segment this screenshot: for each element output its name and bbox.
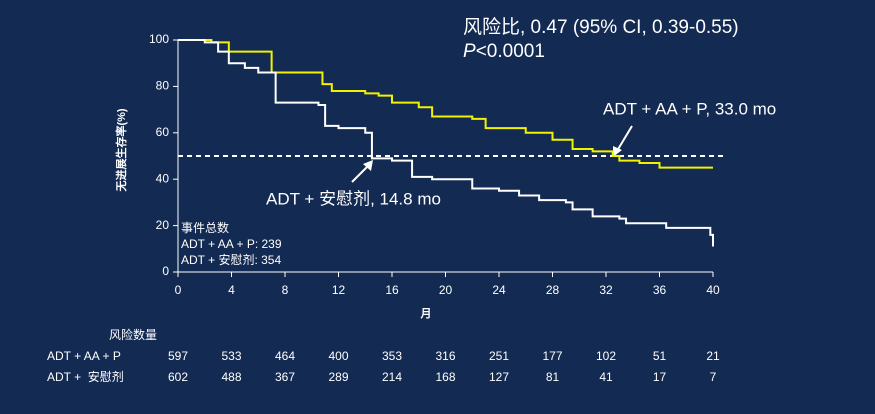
x-tick-label: 20	[439, 283, 453, 297]
risk-value: 533	[221, 349, 241, 363]
risk-row-label: ADT + 安慰剂	[47, 369, 124, 384]
risk-value: 316	[435, 349, 455, 363]
risk-value: 214	[382, 370, 402, 384]
x-tick-label: 4	[228, 283, 235, 297]
y-axis-label: 无进展生存率(%)	[114, 108, 128, 192]
risk-value: 41	[599, 370, 613, 384]
events-box-line: 事件总数	[181, 220, 229, 235]
risk-value: 488	[221, 370, 241, 384]
chart-title: 风险比, 0.47 (95% CI, 0.39-0.55)	[463, 16, 739, 38]
x-axis-label: 月	[420, 307, 432, 320]
events-box-line: ADT + AA + P: 239	[181, 237, 282, 251]
p-prefix: P	[463, 41, 476, 62]
events-box-line: ADT + 安慰剂: 354	[181, 252, 281, 267]
x-tick-label: 12	[332, 283, 346, 297]
risk-value: 464	[275, 349, 295, 363]
risk-value: 17	[653, 370, 667, 384]
risk-table-title: 风险数量	[109, 327, 157, 342]
risk-value: 21	[706, 349, 720, 363]
risk-value: 102	[596, 349, 616, 363]
x-tick-label: 24	[492, 283, 506, 297]
risk-value: 127	[489, 370, 509, 384]
x-tick-label: 36	[653, 283, 667, 297]
p-text: <0.0001	[476, 41, 545, 62]
risk-value: 367	[275, 370, 295, 384]
arrowhead	[613, 146, 622, 157]
p-value: P<0.0001	[463, 41, 545, 62]
survival-curve	[178, 39, 714, 247]
y-tick-label: 40	[156, 171, 170, 185]
survival-curve	[178, 39, 713, 169]
risk-value: 51	[653, 349, 667, 363]
arrowhead	[363, 160, 373, 171]
risk-value: 168	[435, 370, 455, 384]
x-tick-label: 28	[546, 283, 560, 297]
x-tick-label: 40	[706, 283, 720, 297]
x-tick-label: 8	[282, 283, 289, 297]
y-tick-label: 100	[149, 32, 169, 46]
risk-value: 602	[168, 370, 188, 384]
y-tick-label: 20	[156, 218, 170, 232]
y-tick-label: 0	[162, 264, 169, 278]
risk-value: 400	[328, 349, 348, 363]
risk-value: 7	[710, 370, 717, 384]
y-tick-label: 80	[156, 79, 170, 93]
risk-value: 81	[546, 370, 560, 384]
x-tick-label: 16	[385, 283, 399, 297]
risk-value: 177	[542, 349, 562, 363]
annotation: ADT + 安慰剂, 14.8 mo	[266, 189, 441, 208]
risk-value: 597	[168, 349, 188, 363]
risk-value: 289	[328, 370, 348, 384]
risk-value: 251	[489, 349, 509, 363]
x-tick-label: 0	[175, 283, 182, 297]
x-tick-label: 32	[599, 283, 613, 297]
y-tick-label: 60	[156, 125, 170, 139]
arrow	[351, 165, 369, 183]
arrow	[616, 125, 633, 152]
risk-row-label: ADT + AA + P	[47, 349, 121, 363]
risk-value: 353	[382, 349, 402, 363]
annotation: ADT + AA + P, 33.0 mo	[603, 99, 776, 118]
